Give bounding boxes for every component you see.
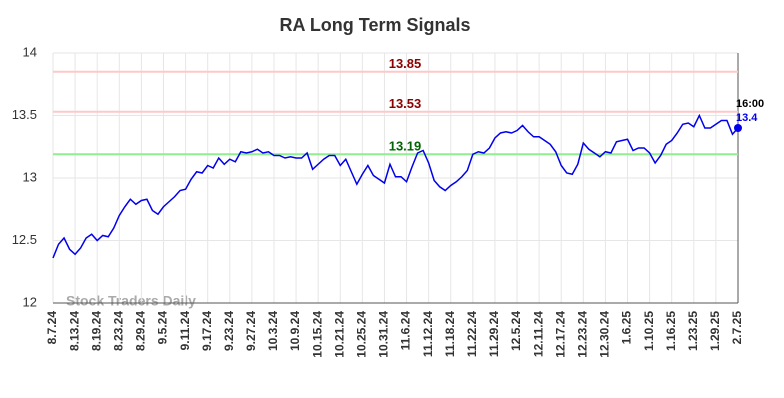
x-tick-label: 8.19.24 xyxy=(89,311,103,351)
last-point xyxy=(734,124,742,132)
last-time: 16:00 xyxy=(736,98,764,110)
watermark: Stock Traders Daily xyxy=(66,293,196,309)
y-tick-label: 13.5 xyxy=(12,107,37,122)
x-tick-label: 11.22.24 xyxy=(465,311,479,357)
chart-title: RA Long Term Signals xyxy=(279,15,470,35)
x-tick-label: 2.7.25 xyxy=(730,311,744,345)
x-tick-label: 10.25.24 xyxy=(355,311,369,358)
y-tick-label: 13 xyxy=(23,169,37,184)
x-tick-label: 1.16.25 xyxy=(664,311,678,351)
x-tick-label: 10.15.24 xyxy=(310,311,324,358)
x-tick-label: 8.23.24 xyxy=(111,311,125,351)
x-tick-label: 1.23.25 xyxy=(686,311,700,351)
x-tick-label: 11.29.24 xyxy=(487,311,501,357)
x-tick-label: 9.27.24 xyxy=(244,311,258,351)
x-tick-label: 8.13.24 xyxy=(67,311,81,351)
x-tick-label: 12.11.24 xyxy=(531,311,545,357)
x-tick-label: 11.18.24 xyxy=(443,311,457,357)
x-tick-label: 9.17.24 xyxy=(200,311,214,351)
x-tick-label: 9.11.24 xyxy=(178,311,192,351)
y-tick-label: 12.5 xyxy=(12,232,37,247)
x-tick-label: 1.29.25 xyxy=(708,311,722,351)
x-tick-label: 10.31.24 xyxy=(377,311,391,358)
reference-label: 13.85 xyxy=(389,56,422,71)
reference-label: 13.53 xyxy=(389,96,422,111)
x-tick-label: 10.9.24 xyxy=(288,311,302,351)
price-line xyxy=(52,113,739,259)
x-tick-label: 11.12.24 xyxy=(421,311,435,357)
x-tick-label: 12.30.24 xyxy=(598,311,612,358)
y-tick-label: 12 xyxy=(23,294,37,309)
x-tick-label: 12.17.24 xyxy=(553,311,567,358)
x-tick-label: 12.23.24 xyxy=(575,311,589,358)
y-tick-label: 14 xyxy=(23,44,37,59)
x-tick-label: 1.10.25 xyxy=(642,311,656,351)
x-tick-label: 8.29.24 xyxy=(134,311,148,351)
x-tick-label: 9.23.24 xyxy=(222,311,236,351)
x-tick-label: 12.5.24 xyxy=(509,311,523,351)
x-tick-label: 1.6.25 xyxy=(620,311,634,345)
x-tick-label: 10.21.24 xyxy=(332,311,346,358)
x-tick-label: 8.7.24 xyxy=(45,311,59,345)
x-tick-label: 9.5.24 xyxy=(156,311,170,345)
x-tick-label: 11.6.24 xyxy=(399,311,413,351)
last-value: 13.4 xyxy=(736,112,758,124)
x-tick-label: 10.3.24 xyxy=(266,311,280,351)
reference-label: 13.19 xyxy=(389,139,422,154)
